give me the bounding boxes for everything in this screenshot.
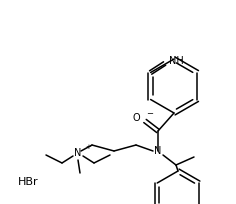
Text: N: N: [154, 146, 162, 156]
Text: N: N: [74, 148, 82, 158]
Text: O: O: [132, 113, 140, 123]
Text: HBr: HBr: [18, 177, 39, 187]
Text: NH: NH: [169, 55, 183, 65]
Text: +: +: [85, 144, 91, 150]
Text: −: −: [146, 110, 153, 119]
